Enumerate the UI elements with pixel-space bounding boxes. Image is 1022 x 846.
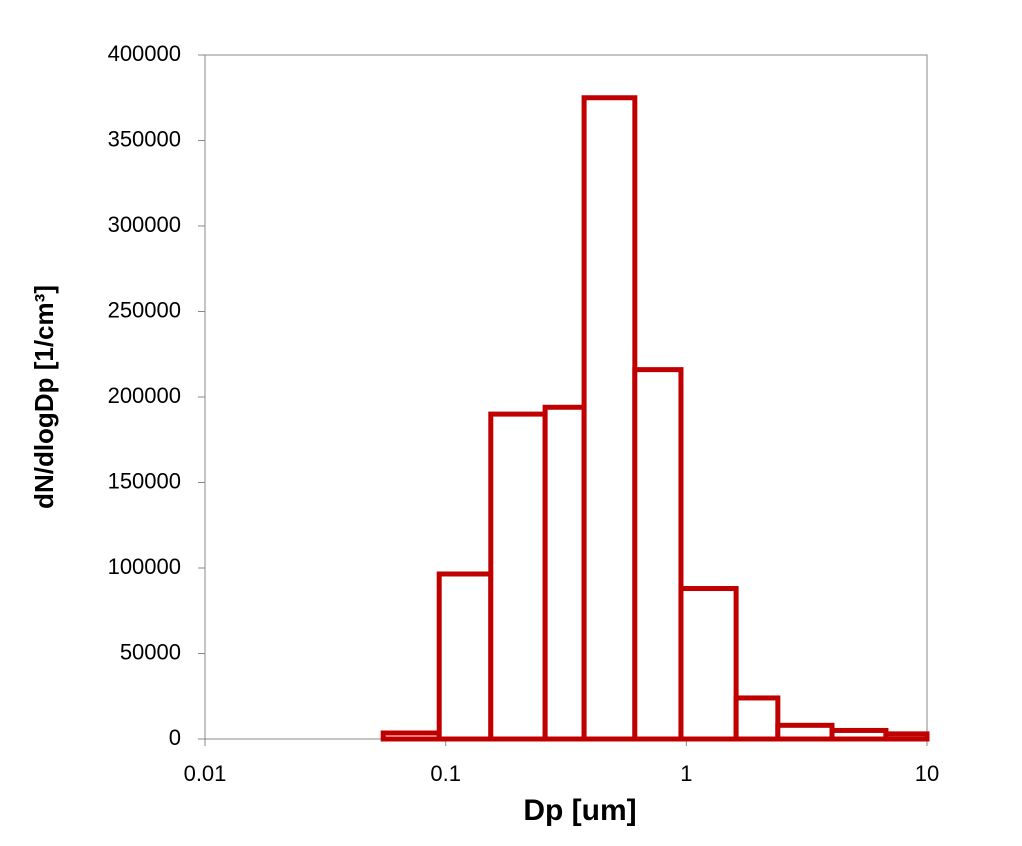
bar bbox=[678, 586, 739, 742]
y-tick-label: 350000 bbox=[108, 126, 181, 151]
bar bbox=[581, 95, 638, 742]
y-tick-label: 150000 bbox=[108, 468, 181, 493]
bar bbox=[775, 722, 835, 742]
y-tick-label: 50000 bbox=[120, 639, 181, 664]
y-tick-label: 200000 bbox=[108, 383, 181, 408]
y-tick-label: 400000 bbox=[108, 41, 181, 66]
bar bbox=[733, 695, 781, 742]
bar bbox=[380, 730, 442, 742]
x-tick-label: 0.01 bbox=[184, 761, 227, 786]
bar bbox=[632, 367, 684, 742]
y-tick-label: 250000 bbox=[108, 297, 181, 322]
bar bbox=[542, 404, 587, 742]
bar bbox=[883, 731, 930, 742]
bar bbox=[829, 727, 889, 742]
y-axis-title: dN/dlogDp [1/cm³] bbox=[29, 285, 59, 509]
bar bbox=[488, 411, 548, 742]
y-tick-label: 100000 bbox=[108, 554, 181, 579]
y-tick-label: 0 bbox=[169, 725, 181, 750]
x-tick-label: 1 bbox=[680, 761, 692, 786]
x-axis-title: Dp [um] bbox=[523, 794, 636, 827]
x-tick-label: 10 bbox=[915, 761, 939, 786]
y-tick-label: 300000 bbox=[108, 212, 181, 237]
x-tick-label: 0.1 bbox=[430, 761, 461, 786]
bar bbox=[436, 571, 494, 742]
